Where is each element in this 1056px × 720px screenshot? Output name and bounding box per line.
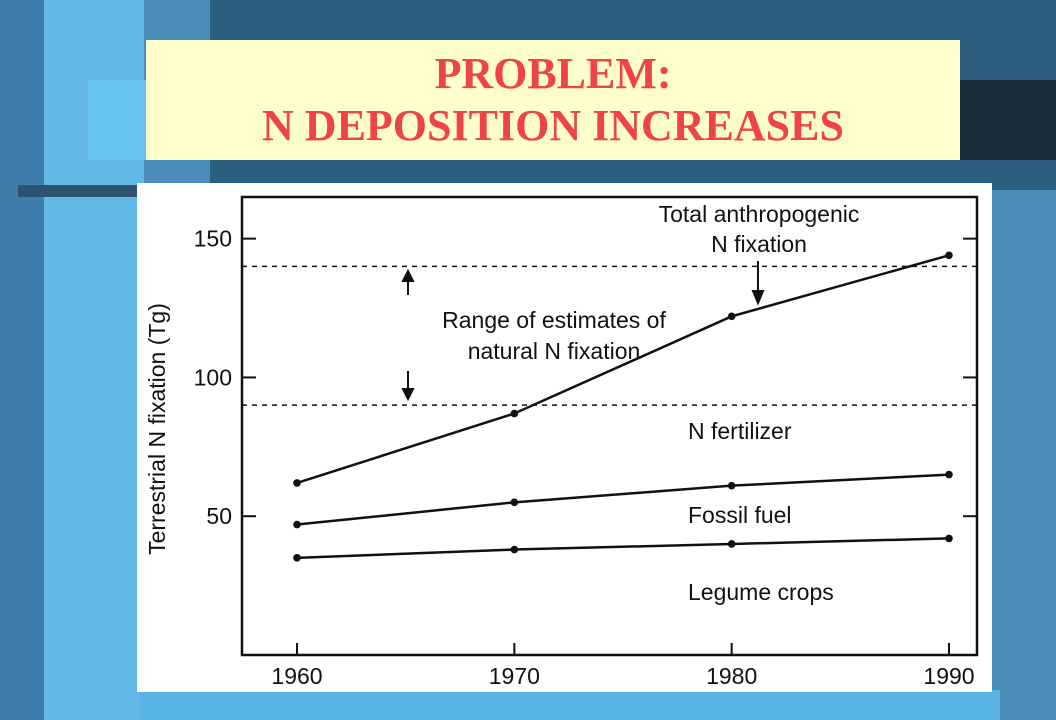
x-tick-label-1980: 1980 [706,663,757,689]
x-tick-label-1990: 1990 [923,663,974,689]
series-1-point-1990 [945,251,953,260]
series-line-2 [296,473,950,526]
background-bottom-strip [140,690,1000,720]
series-line-1 [296,254,950,485]
annotation-natural-range-line-2: natural N fixation [468,338,641,364]
series-3-point-1980 [727,540,736,548]
series-line-3 [296,537,950,560]
x-tick-label-1960: 1960 [271,663,322,689]
series-2-point-1960 [293,520,301,529]
background-dark-strip [0,0,44,720]
series-3-point-1970 [510,545,519,554]
plot-frame [240,195,979,657]
series-1-point-1980 [727,312,736,321]
y-tick-label-150: 150 [194,226,232,252]
series-2-point-1980 [727,481,736,490]
series-2-point-1990 [945,470,953,479]
y-axis-label: Terrestrial N fixation (Tg) [144,303,170,555]
background-light-square [88,80,148,160]
chart-panel: Terrestrial N fixation (Tg) Range of est… [137,183,992,692]
series-1-point-1970 [510,409,519,418]
x-tick-label-1970: 1970 [489,663,540,689]
annotation-legume-crops: Legume crops [688,579,834,605]
y-tick-label-100: 100 [194,364,232,390]
total-anthropogenic-arrow [751,261,765,306]
background-bar [18,185,138,197]
slide-title: PROBLEM: N DEPOSITION INCREASES [146,40,960,160]
series-3-point-1960 [293,554,301,562]
annotation-total-line-1: Total anthropogenic [659,201,860,227]
line-chart: Terrestrial N fixation (Tg) Range of est… [144,195,979,689]
natural-range-arrows [401,268,415,402]
annotation-n-fertilizer: N fertilizer [688,418,792,444]
series-1-point-1960 [293,479,301,487]
y-tick-label-50: 50 [206,503,232,529]
annotation-fossil-fuel: Fossil fuel [688,502,792,528]
slide-title-line-2: N DEPOSITION INCREASES [262,101,844,150]
annotation-natural-range-line-1: Range of estimates of [442,307,666,333]
slide-title-line-1: PROBLEM: [434,49,672,98]
series-3-point-1990 [945,534,953,543]
series-2-point-1970 [510,498,519,507]
annotation-total-line-2: N fixation [711,231,807,257]
